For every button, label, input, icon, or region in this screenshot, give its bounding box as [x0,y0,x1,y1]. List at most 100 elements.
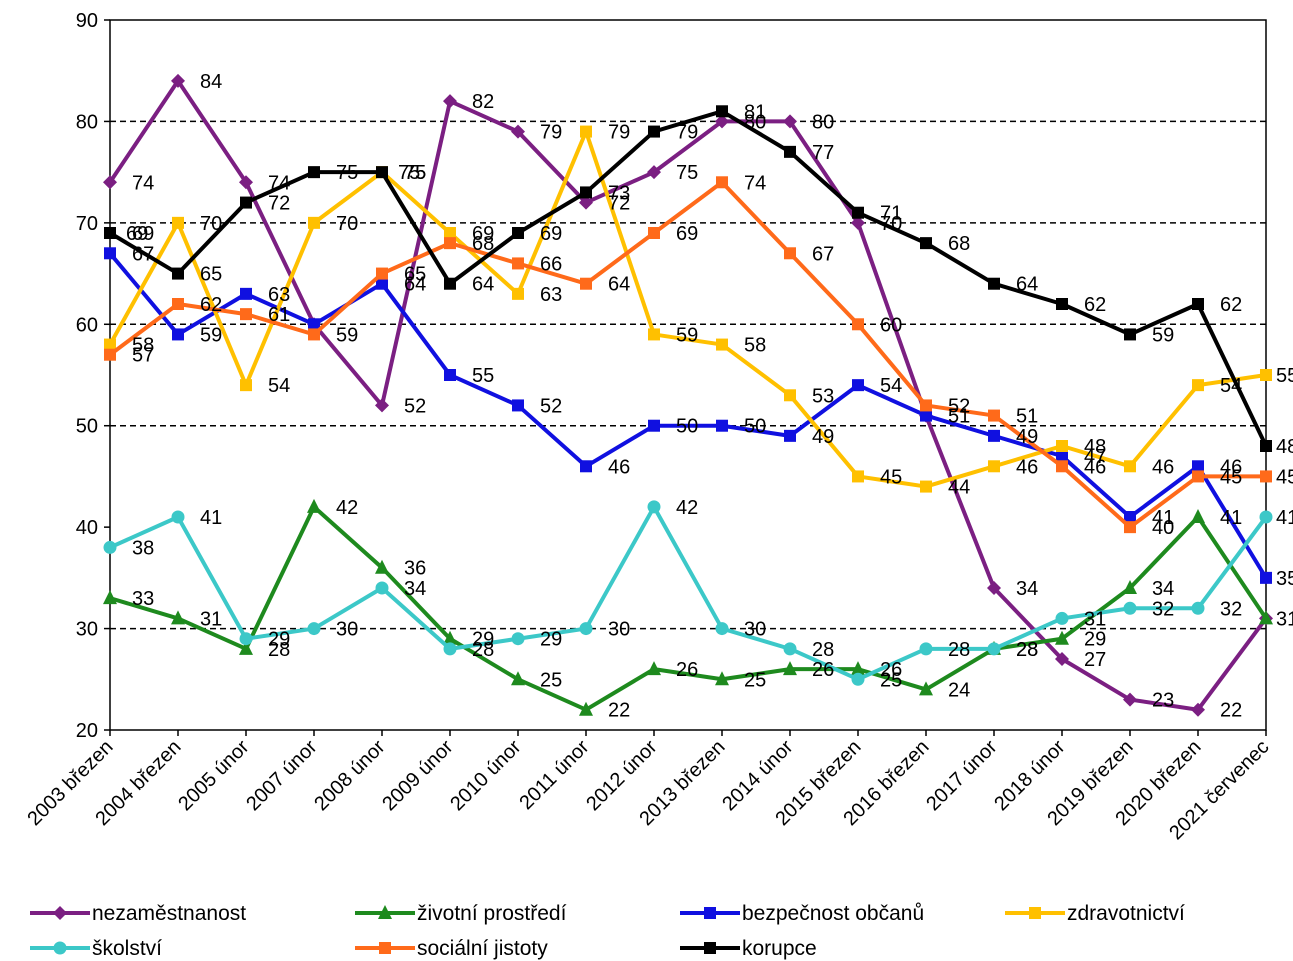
data-point [715,114,729,129]
data-label: 69 [540,223,562,245]
data-point [1123,692,1137,707]
legend-swatch-marker [53,906,67,920]
data-point [920,480,932,493]
data-point [172,328,184,341]
data-label: 75 [676,162,698,184]
data-point [851,215,865,230]
data-point [1191,509,1205,523]
data-point [647,661,661,676]
data-label: 82 [472,91,494,113]
data-labels: 74 84 74 52 82 79 72 75 80 80 70 34 27 23 22 33 31 28 42 36… [126,71,1293,722]
data-label: 64 [472,274,494,296]
data-label: 32 [1152,598,1174,620]
data-label: 62 [200,294,222,316]
series-2 [104,247,1272,584]
x-tick-label: 2005 únor [174,736,253,815]
data-label: 28 [268,639,290,661]
data-label: 62 [1220,294,1242,316]
series-1 [103,498,1273,716]
data-label: 30 [744,619,766,641]
data-label: 25 [744,669,766,691]
data-label: 77 [812,142,834,164]
data-label: 25 [540,669,562,691]
data-point [308,318,320,331]
series-6 [104,105,1272,452]
data-label: 69 [676,223,698,245]
data-label: 55 [472,365,494,387]
data-label: 81 [744,101,766,123]
data-point [579,195,593,210]
data-point [716,338,728,351]
data-point [103,590,117,605]
data-label: 69 [132,223,154,245]
data-label: 48 [1084,436,1106,458]
data-label: 22 [608,700,630,722]
data-point [103,175,117,190]
data-label: 57 [132,345,154,367]
data-label: 38 [132,537,154,559]
data-label: 67 [132,243,154,265]
data-label: 60 [880,314,902,336]
data-point [579,622,593,636]
data-point [171,610,185,625]
data-point [716,176,728,189]
data-point [580,186,592,199]
data-label: 84 [200,71,222,93]
data-label: 69 [126,223,148,245]
data-label: 47 [1084,446,1106,468]
data-point [851,661,865,676]
data-point [240,308,252,321]
data-label: 44 [948,477,970,499]
data-label: 50 [744,416,766,438]
data-label: 23 [1152,690,1174,712]
data-point [511,632,525,646]
legend-label: korupce [742,937,817,960]
data-point [444,227,456,239]
series-line [108,180,1266,530]
data-point [239,640,253,655]
data-label: 72 [268,193,290,215]
data-point [240,196,252,209]
data-label: 52 [404,395,426,417]
data-point [171,73,185,88]
data-label: 29 [472,629,494,651]
data-point [443,94,457,109]
data-point [239,175,253,190]
data-point [648,328,660,341]
data-point [375,581,389,595]
data-label: 59 [676,324,698,346]
data-label: 28 [1016,639,1038,661]
data-point [784,145,796,158]
data-label: 59 [200,324,222,346]
data-label: 49 [1016,426,1038,448]
data-point [444,237,456,250]
data-point [104,348,116,361]
data-label: 63 [268,284,290,306]
legend-item-0: nezaměstnanost [30,902,246,925]
data-point [376,166,388,179]
legend: nezaměstnanost životní prostředí bezpečnos… [30,902,1185,960]
data-point [647,500,661,514]
data-label: 52 [948,395,970,417]
data-label: 64 [608,274,630,296]
data-label: 36 [404,558,426,580]
data-label: 31 [200,608,222,630]
data-label: 51 [948,406,970,428]
data-label: 64 [404,274,426,296]
legend-swatch-marker [704,907,716,919]
data-label: 27 [1084,649,1106,671]
data-point [919,681,933,696]
data-label: 53 [812,385,834,407]
data-label: 70 [880,213,902,235]
data-label: 48 [1276,436,1293,458]
data-label: 40 [1152,517,1174,539]
y-tick-label: 80 [76,111,98,133]
data-label: 75 [404,162,426,184]
legend-label: životní prostředí [417,902,567,925]
data-point [1259,510,1273,524]
data-point [444,369,456,381]
data-point [852,379,864,392]
data-label: 69 [472,223,494,245]
data-point [104,227,116,239]
data-point [376,267,388,280]
